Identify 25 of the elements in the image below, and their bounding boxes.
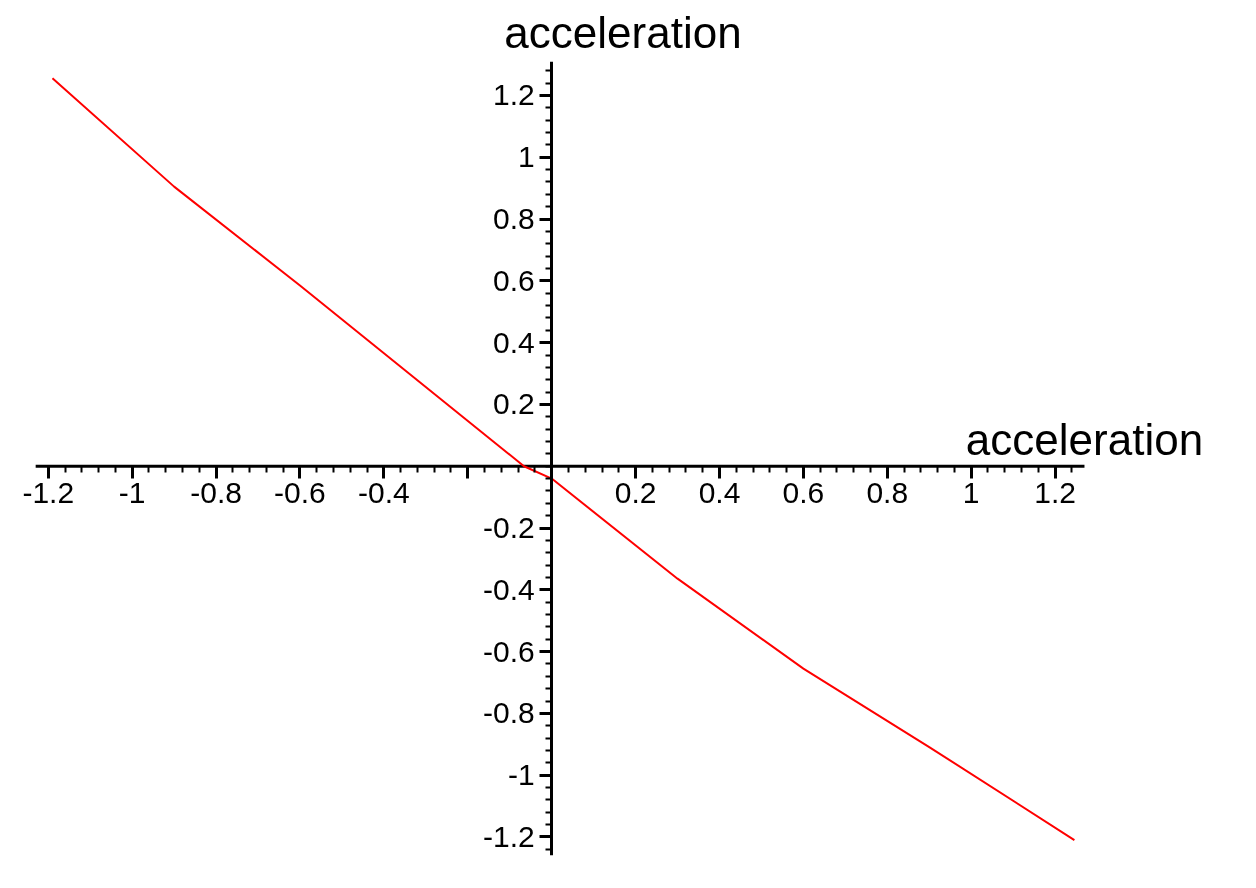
x-tick-label: -0.8 [190,476,242,510]
x-tick-label: 0.6 [782,476,825,510]
x-tick-label: 0.2 [614,476,657,510]
y-tick-label: 0.6 [492,263,535,297]
x-tick-label: -0.4 [358,476,410,510]
x-tick-label: 1 [962,476,980,510]
y-tick-label: 0.2 [492,387,535,421]
x-tick-label: -1.2 [22,476,75,510]
x-tick-label: -0.6 [274,476,326,510]
y-tick-label: -0.6 [482,634,535,668]
x-tick-label: 0.8 [866,476,909,510]
y-axis-title: acceleration [504,7,742,57]
y-tick-label: 1.2 [492,78,535,112]
x-axis-title: acceleration [965,415,1204,465]
y-tick-label: -1 [508,758,535,792]
y-tick-label: 0.8 [492,202,535,236]
x-tick-label: 0.4 [698,476,741,510]
x-tick-label: 1.2 [1034,476,1076,510]
x-tick-label: -1 [118,476,146,510]
y-tick-label: 0.4 [492,325,535,359]
y-tick-label: -0.2 [482,511,535,545]
y-tick-label: -0.4 [482,572,535,606]
y-tick-label: -1.2 [482,819,535,853]
y-tick-label: -0.8 [482,696,535,730]
y-tick-label: 1 [518,140,535,174]
